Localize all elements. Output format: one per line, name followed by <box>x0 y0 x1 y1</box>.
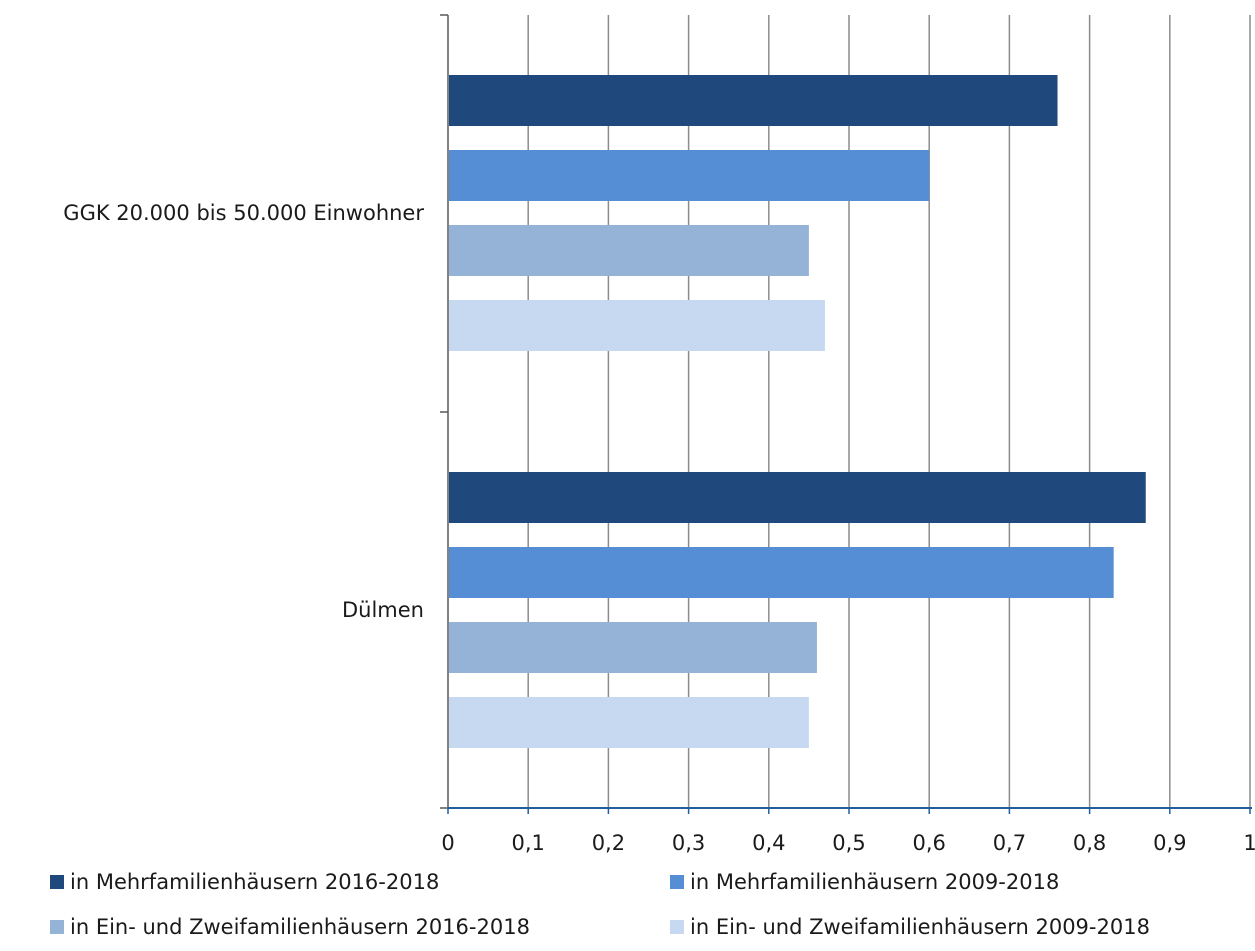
x-tick-label: 0,3 <box>672 831 705 855</box>
axes <box>440 14 1252 809</box>
x-tick-label: 0 <box>441 831 454 855</box>
x-tick-label: 0,9 <box>1153 831 1186 855</box>
category-label: GGK 20.000 bis 50.000 Einwohner <box>63 201 424 225</box>
bar <box>449 225 809 276</box>
bar <box>449 150 930 201</box>
x-tick-label: 0,6 <box>912 831 945 855</box>
x-tick-label: 1 <box>1243 831 1255 855</box>
x-tick-label: 0,7 <box>993 831 1026 855</box>
x-tick-labels: 0 0,1 0,2 0,3 0,4 0,5 0,6 0,7 0,8 0,9 1 <box>441 808 1255 855</box>
bar <box>449 75 1058 126</box>
x-tick-label: 0,1 <box>511 831 544 855</box>
x-tick-label: 0,5 <box>832 831 865 855</box>
category-labels: GGK 20.000 bis 50.000 Einwohner Dülmen <box>63 201 424 622</box>
bar <box>449 697 809 748</box>
category-label: Dülmen <box>342 598 424 622</box>
bars <box>449 75 1146 748</box>
x-tick-label: 0,8 <box>1073 831 1106 855</box>
bar <box>449 472 1146 523</box>
x-tick-label: 0,4 <box>752 831 785 855</box>
bar <box>449 547 1114 598</box>
grid-lines <box>527 15 1251 808</box>
x-tick-label: 0,2 <box>592 831 625 855</box>
bar <box>449 622 817 673</box>
bar <box>449 300 825 351</box>
